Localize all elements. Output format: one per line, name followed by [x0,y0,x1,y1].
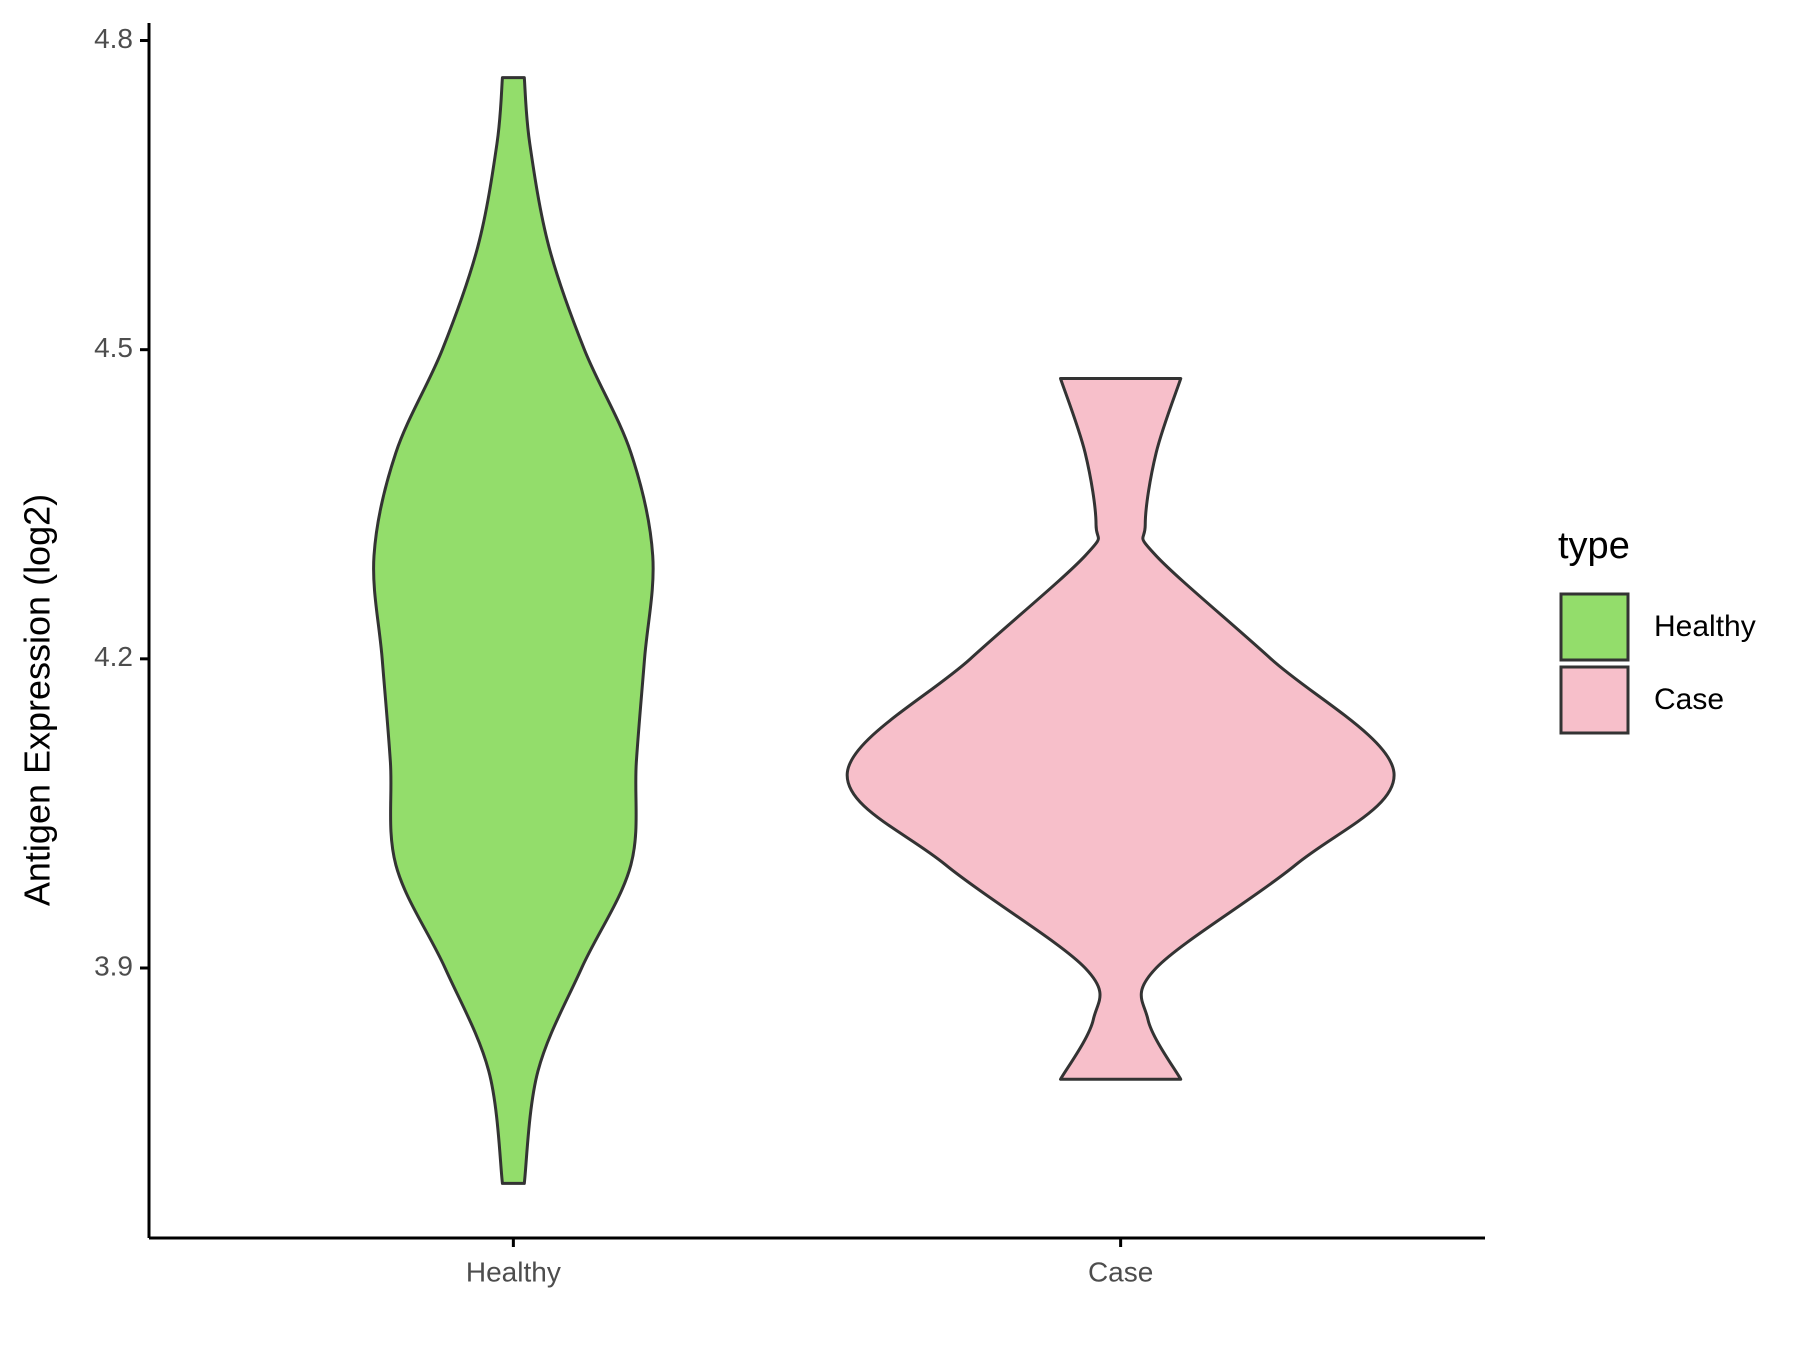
legend-label: Case [1654,683,1724,716]
y-axis-title: Antigen Expression (log2) [17,494,58,906]
violin [372,76,655,1185]
legend-key [1559,592,1630,662]
legend-key [1559,665,1630,735]
legend-title: type [1558,525,1630,567]
y-tick-label: 3.9 [94,950,133,981]
x-tick-label: Case [1088,1256,1153,1287]
x-tick-label: Healthy [466,1256,561,1287]
violin [845,377,1396,1081]
legend-label: Healthy [1654,610,1756,643]
y-tick-label: 4.8 [94,23,133,54]
y-tick-label: 4.2 [94,641,133,672]
y-tick-label: 4.5 [94,332,133,363]
